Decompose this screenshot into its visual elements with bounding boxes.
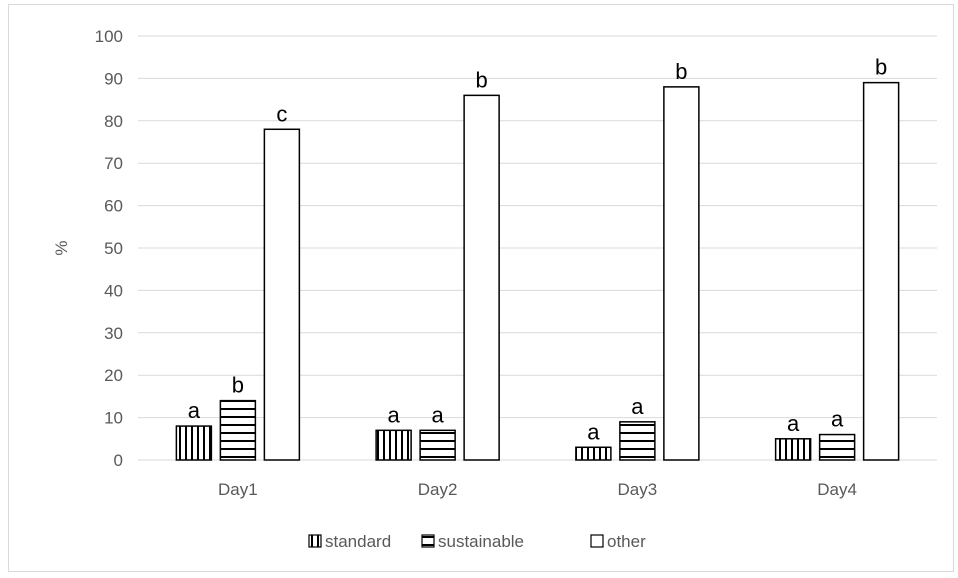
y-tick-label: 90: [104, 69, 123, 88]
bar-other-Day2: [463, 94, 500, 461]
y-tick-label: 80: [104, 112, 123, 131]
x-tick-label: Day3: [618, 480, 658, 499]
significance-label: b: [232, 373, 244, 398]
legend-label-sustainable: sustainable: [438, 532, 524, 551]
x-tick-label: Day4: [817, 480, 857, 499]
legend-label-standard: standard: [325, 532, 391, 551]
y-tick-label: 20: [104, 366, 123, 385]
bars: [175, 81, 900, 461]
significance-label: a: [631, 394, 644, 419]
x-axis-ticks: Day1 Day2 Day3 Day4: [218, 480, 857, 499]
bar-other-Day4: [862, 81, 900, 461]
significance-label: a: [388, 402, 401, 427]
legend-swatch-sustainable: [421, 534, 435, 548]
bar-sustainable-Day2: [419, 429, 456, 461]
bar-other-Day3: [663, 86, 700, 461]
y-tick-label: 10: [104, 409, 123, 428]
y-axis-label: %: [52, 240, 71, 255]
significance-label: a: [188, 398, 201, 423]
y-tick-label: 0: [114, 451, 123, 470]
y-tick-label: 40: [104, 281, 123, 300]
x-tick-label: Day2: [418, 480, 458, 499]
significance-label: b: [476, 67, 488, 92]
significance-label: a: [831, 407, 844, 432]
bar-sustainable-Day4: [818, 433, 856, 461]
bar-sustainable-Day1: [219, 399, 257, 461]
significance-label: a: [587, 419, 600, 444]
significance-label: b: [875, 55, 887, 80]
bar-chart: 0 10 20 30 40 50 60 70 80 90 100 % a b c a a b a a b a a b Da…: [52, 27, 937, 551]
y-tick-label: 70: [104, 154, 123, 173]
bar-standard-Day1: [175, 425, 213, 461]
y-axis-ticks: 0 10 20 30 40 50 60 70 80 90 100: [95, 27, 123, 470]
bar-standard-Day4: [774, 438, 812, 461]
significance-label: c: [276, 101, 287, 126]
y-tick-label: 60: [104, 197, 123, 216]
legend: standard sustainable other: [308, 532, 646, 551]
bar-sustainable-Day3: [619, 421, 656, 461]
gridlines: [138, 35, 937, 461]
significance-label: b: [675, 59, 687, 84]
y-tick-label: 30: [104, 324, 123, 343]
bar-standard-Day2: [375, 429, 412, 461]
legend-label-other: other: [607, 532, 646, 551]
legend-swatch-standard: [308, 534, 322, 548]
significance-labels: a b c a a b a a b a a b: [188, 55, 888, 445]
y-tick-label: 100: [95, 27, 123, 46]
y-tick-label: 50: [104, 239, 123, 258]
chart-frame: 0 10 20 30 40 50 60 70 80 90 100 % a b c a a b a a b a a b Da…: [8, 4, 954, 572]
significance-label: a: [787, 411, 800, 436]
x-tick-label: Day1: [218, 480, 258, 499]
bar-standard-Day3: [575, 446, 612, 461]
legend-swatch-other: [590, 534, 604, 548]
bar-other-Day1: [263, 128, 301, 461]
significance-label: a: [432, 402, 445, 427]
